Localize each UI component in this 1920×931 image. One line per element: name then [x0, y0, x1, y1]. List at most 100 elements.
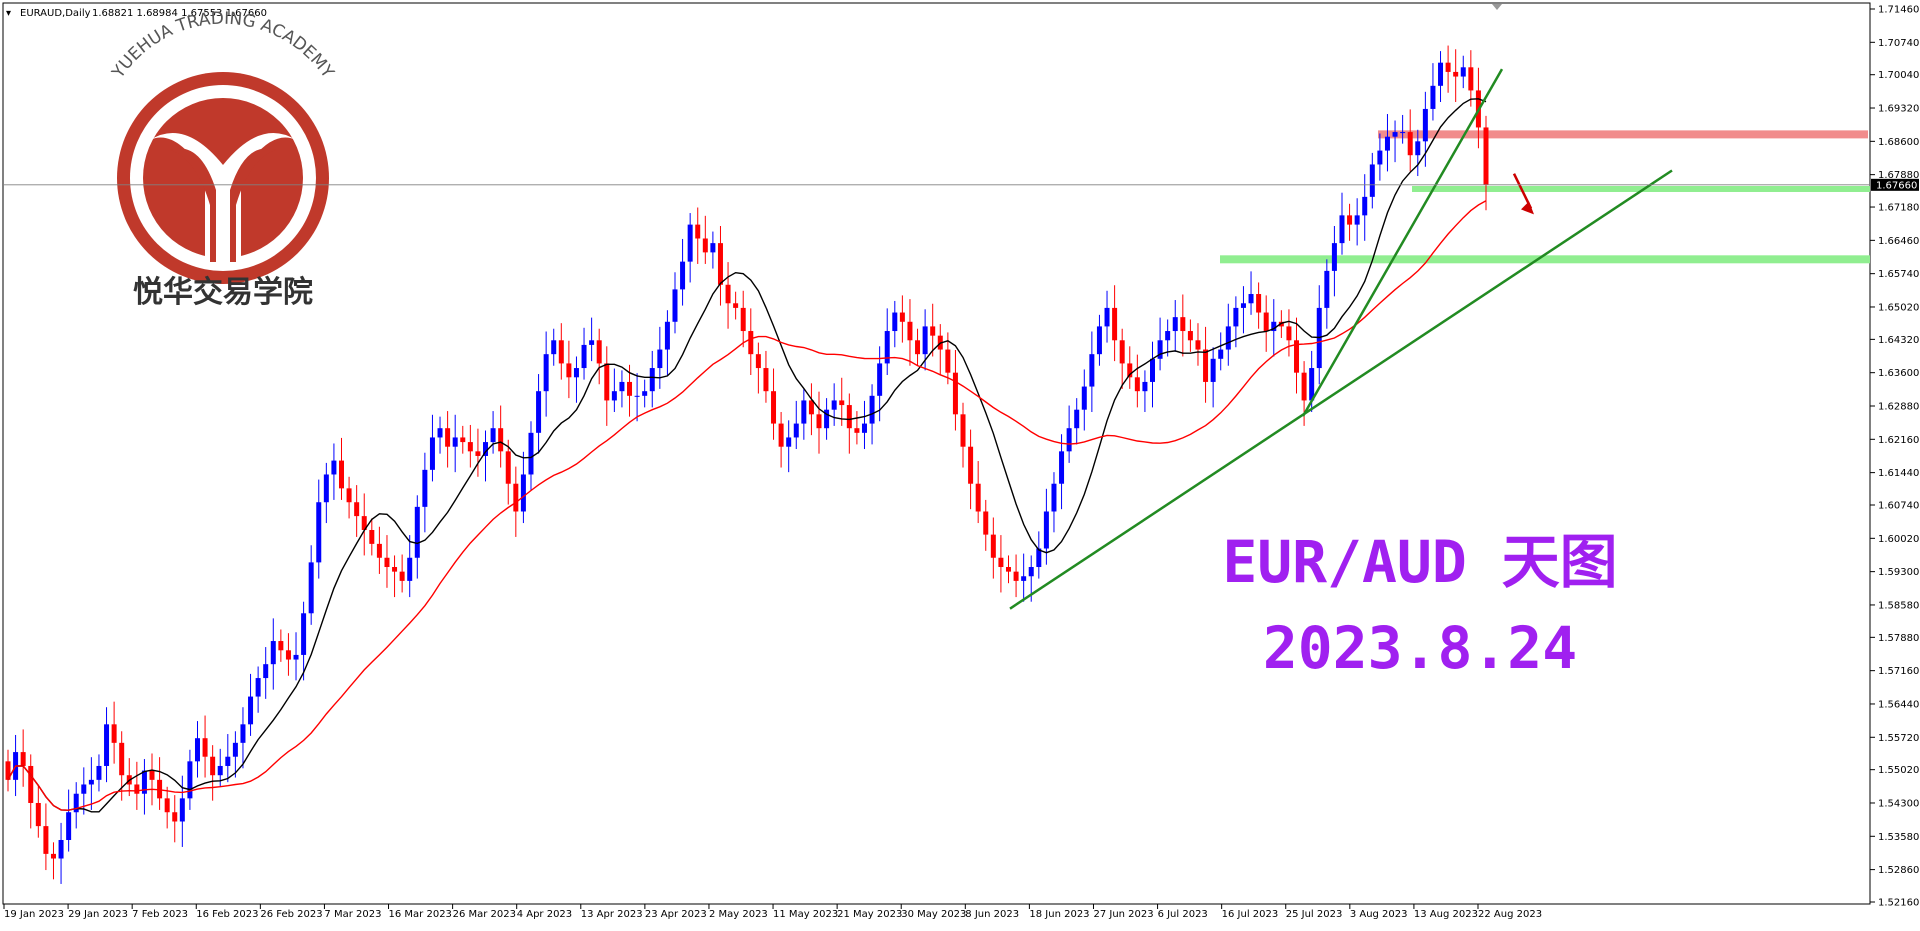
candle-body	[1036, 548, 1042, 568]
candle-body	[808, 400, 814, 415]
symbol-dropdown-icon[interactable]: ▾	[6, 8, 11, 19]
candle-body	[1225, 326, 1231, 350]
candle-body	[414, 506, 420, 558]
candle-body	[619, 381, 625, 392]
price-tick-label: 1.61440	[1878, 468, 1919, 479]
candle-body	[88, 779, 94, 785]
candle-body	[1066, 428, 1072, 452]
current-price-tag	[1871, 178, 1919, 191]
candle-body	[1369, 164, 1375, 197]
candle-body	[58, 839, 64, 859]
candle-body	[1256, 294, 1262, 313]
candle-body	[861, 423, 867, 433]
candle-body	[558, 340, 564, 364]
price-tick-label: 1.56440	[1878, 699, 1919, 710]
price-tick-label: 1.54300	[1878, 798, 1919, 809]
candle-body	[50, 853, 56, 859]
symbol-label: EURAUD,Daily	[20, 8, 91, 19]
time-tick-label: 25 Jul 2023	[1286, 909, 1343, 920]
time-tick-label: 26 Mar 2023	[453, 909, 516, 920]
candle-body	[194, 738, 200, 762]
candle-body	[490, 428, 496, 443]
candle-body	[399, 571, 405, 581]
candle-body	[202, 738, 208, 757]
candle-body	[354, 502, 360, 517]
time-tick-label: 16 Mar 2023	[389, 909, 452, 920]
candle-body	[899, 312, 905, 322]
candle-body	[1400, 132, 1406, 134]
candle-body	[763, 368, 769, 392]
candle-body	[945, 349, 951, 373]
candle-body	[604, 363, 610, 401]
candle-body	[869, 395, 875, 424]
price-tick-label: 1.62880	[1878, 401, 1919, 412]
candle-body	[551, 340, 557, 355]
candle-body	[1203, 349, 1209, 382]
candle-body	[384, 557, 390, 568]
candle-body	[248, 696, 254, 725]
price-tick-label: 1.70040	[1878, 70, 1919, 81]
time-tick-label: 13 Aug 2023	[1414, 909, 1478, 920]
candle-body	[338, 460, 344, 489]
price-tick-label: 1.65740	[1878, 269, 1919, 280]
support-resistance-zones	[1220, 130, 1870, 264]
candle-body	[930, 326, 936, 336]
candle-body	[1074, 409, 1080, 429]
candle-body	[437, 428, 443, 438]
candle-body	[232, 742, 238, 757]
candle-body	[149, 770, 155, 780]
time-tick-label: 13 Apr 2023	[581, 909, 643, 920]
candle-body	[240, 724, 246, 743]
candle-body	[460, 437, 466, 443]
candle-body	[611, 391, 617, 401]
candle-body	[877, 363, 883, 396]
candle-body	[892, 312, 898, 332]
candle-body	[649, 368, 655, 392]
price-tick-label: 1.67880	[1878, 170, 1919, 181]
candle-body	[66, 812, 72, 840]
candle-body	[164, 798, 170, 813]
time-tick-label: 2 May 2023	[709, 909, 768, 920]
candle-body	[187, 761, 193, 799]
candle-body	[96, 765, 102, 780]
candle-body	[1013, 571, 1019, 581]
candle-body	[308, 562, 314, 614]
candle-body	[331, 460, 337, 475]
candle-body	[1104, 307, 1110, 327]
candle-body	[687, 224, 693, 262]
current-price-label: 1.67660	[1876, 180, 1917, 191]
candle-body	[793, 423, 799, 438]
candle-body	[1089, 354, 1095, 387]
candle-body	[573, 368, 579, 378]
candle-body	[1301, 372, 1307, 401]
price-tick-label: 1.69320	[1878, 104, 1919, 115]
candle-body	[346, 488, 352, 503]
candle-body	[172, 812, 178, 822]
time-tick-label: 26 Feb 2023	[260, 909, 322, 920]
candle-body	[1468, 67, 1474, 91]
candle-body	[361, 516, 367, 530]
shift-marker-icon[interactable]	[1492, 4, 1502, 10]
candle-body	[498, 428, 504, 452]
candle-body	[695, 224, 701, 239]
candle-body	[1172, 317, 1178, 332]
candle-body	[922, 326, 928, 355]
candle-body	[217, 765, 223, 776]
candle-body	[839, 400, 845, 406]
price-tick-label: 1.71460	[1878, 5, 1919, 16]
candle-body	[634, 395, 640, 397]
trendlines	[1009, 68, 1673, 610]
candle-body	[35, 802, 41, 827]
uptrend-line-long	[1009, 169, 1673, 610]
candle-body	[225, 756, 231, 766]
candle-body	[1324, 270, 1330, 308]
candle-body	[1081, 386, 1087, 410]
candle-body	[1422, 108, 1428, 142]
candle-body	[748, 331, 754, 355]
support-zone-lower	[1220, 255, 1870, 264]
time-axis: 19 Jan 2023 29 Jan 2023 7 Feb 2023 16 Feb 2…	[3, 904, 1542, 920]
time-tick-label: 6 Jul 2023	[1158, 909, 1208, 920]
candle-body	[771, 391, 777, 424]
candle-body	[543, 354, 549, 392]
